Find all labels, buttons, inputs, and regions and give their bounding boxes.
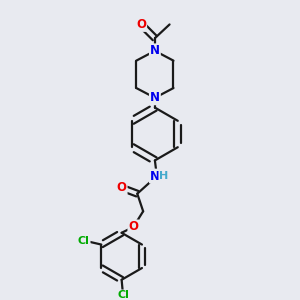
Text: O: O bbox=[136, 18, 146, 31]
Text: N: N bbox=[150, 91, 160, 104]
Text: Cl: Cl bbox=[78, 236, 90, 246]
Text: N: N bbox=[150, 44, 160, 57]
Text: O: O bbox=[128, 220, 138, 233]
Text: N: N bbox=[150, 169, 160, 183]
Text: O: O bbox=[117, 181, 127, 194]
Text: H: H bbox=[159, 171, 168, 181]
Text: Cl: Cl bbox=[118, 290, 130, 300]
